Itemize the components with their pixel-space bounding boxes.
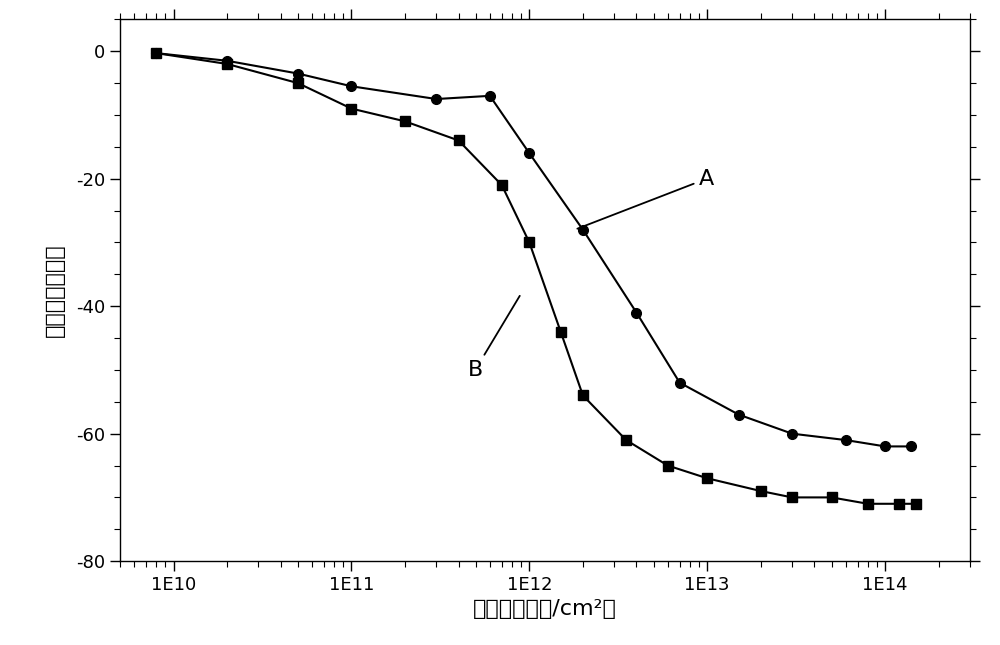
Text: A: A: [577, 169, 714, 229]
Text: B: B: [468, 296, 520, 380]
X-axis label: 辐照注量（个/cm²）: 辐照注量（个/cm²）: [473, 599, 617, 619]
Y-axis label: 电流增益变化量: 电流增益变化量: [45, 243, 65, 337]
